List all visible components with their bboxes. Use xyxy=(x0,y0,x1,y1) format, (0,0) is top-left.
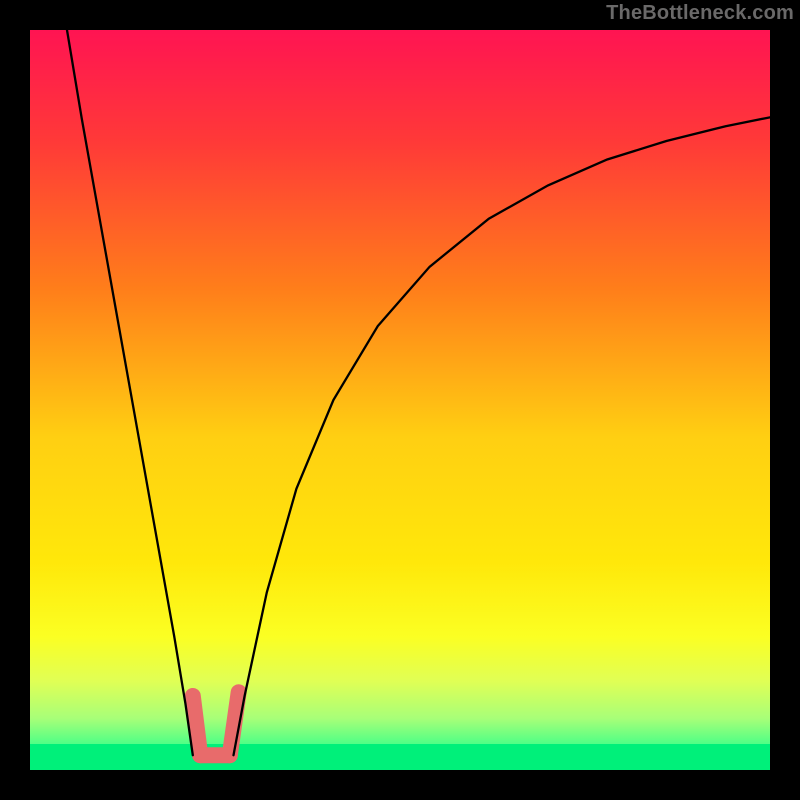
highlight-marker xyxy=(193,692,239,755)
curve-right-branch xyxy=(234,117,771,755)
plot-area xyxy=(30,30,770,770)
chart-stage: TheBottleneck.com xyxy=(0,0,800,800)
source-watermark: TheBottleneck.com xyxy=(606,2,794,25)
marker-segment xyxy=(193,696,200,755)
curve-left-branch xyxy=(67,30,193,755)
curve-layer xyxy=(30,30,770,770)
